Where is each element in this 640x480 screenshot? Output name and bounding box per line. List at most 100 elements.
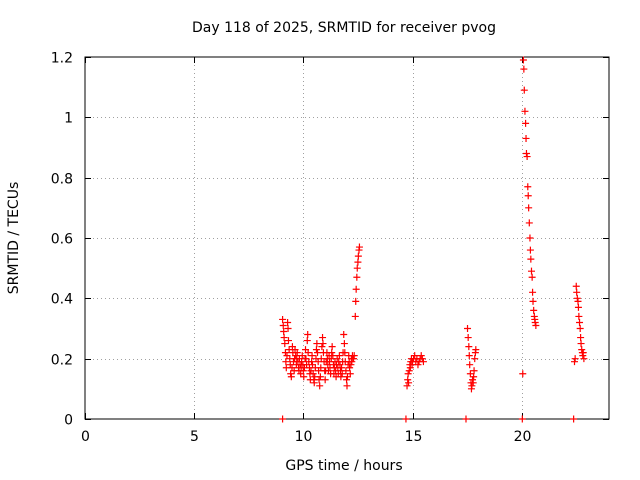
data-point bbox=[305, 364, 313, 372]
data-point-baseline bbox=[462, 415, 470, 423]
data-point bbox=[571, 355, 579, 363]
data-point bbox=[337, 373, 345, 381]
data-point-baseline bbox=[402, 415, 410, 423]
data-point bbox=[314, 349, 322, 357]
data-point bbox=[338, 364, 346, 372]
data-point bbox=[520, 86, 528, 94]
data-point bbox=[404, 370, 412, 378]
y-tick-label: 0.8 bbox=[51, 172, 73, 188]
data-point bbox=[414, 361, 422, 369]
data-point bbox=[532, 321, 540, 329]
data-point bbox=[526, 246, 534, 254]
data-point bbox=[575, 312, 583, 320]
data-point bbox=[328, 349, 336, 357]
data-point bbox=[314, 358, 322, 366]
data-point bbox=[279, 315, 287, 323]
data-point bbox=[519, 56, 527, 64]
data-point bbox=[304, 349, 312, 357]
data-point bbox=[470, 373, 478, 381]
data-point bbox=[471, 355, 479, 363]
data-point bbox=[574, 303, 582, 311]
data-point bbox=[469, 379, 477, 387]
data-point bbox=[579, 349, 587, 357]
data-point bbox=[528, 273, 536, 281]
data-point bbox=[327, 355, 335, 363]
data-point bbox=[522, 150, 530, 158]
y-tick-label: 0.2 bbox=[51, 353, 73, 369]
data-point bbox=[525, 204, 533, 212]
data-point bbox=[520, 65, 528, 73]
data-point bbox=[299, 367, 307, 375]
data-point bbox=[524, 183, 532, 191]
data-point bbox=[529, 297, 537, 305]
data-point bbox=[466, 370, 474, 378]
data-point bbox=[524, 192, 532, 200]
data-point bbox=[354, 258, 362, 266]
data-point bbox=[354, 252, 362, 260]
data-point bbox=[304, 331, 312, 339]
data-point bbox=[342, 367, 350, 375]
data-point bbox=[350, 352, 358, 360]
data-point bbox=[580, 355, 588, 363]
data-point bbox=[340, 340, 348, 348]
data-point bbox=[280, 328, 288, 336]
x-tick-label: 20 bbox=[514, 429, 532, 445]
data-point bbox=[419, 358, 427, 366]
data-point bbox=[465, 352, 473, 360]
y-tick-label: 0.4 bbox=[51, 292, 73, 308]
data-point bbox=[318, 343, 326, 351]
data-point bbox=[573, 294, 581, 302]
ticks: 0 0.2 0.4 0.6 0.8 1 1.2 0 5 10 15 20 bbox=[51, 51, 609, 445]
data-point bbox=[578, 346, 586, 354]
data-point bbox=[328, 343, 336, 351]
data-point bbox=[523, 153, 531, 161]
data-point bbox=[284, 318, 292, 326]
data-point bbox=[531, 318, 539, 326]
data-point bbox=[571, 358, 579, 366]
data-point bbox=[279, 321, 287, 329]
data-point bbox=[465, 343, 473, 351]
data-point bbox=[280, 334, 288, 342]
data-point bbox=[346, 364, 354, 372]
data-point bbox=[403, 382, 411, 390]
data-point bbox=[405, 367, 413, 375]
data-point bbox=[472, 346, 480, 354]
data-point bbox=[298, 358, 306, 366]
x-tick-label: 15 bbox=[405, 429, 423, 445]
data-point bbox=[343, 376, 351, 384]
data-point bbox=[287, 373, 295, 381]
data-point bbox=[309, 370, 317, 378]
chart-title: Day 118 of 2025, SRMTID for receiver pvo… bbox=[192, 20, 496, 36]
data-point bbox=[285, 346, 293, 354]
data-point bbox=[316, 382, 324, 390]
data-point bbox=[527, 267, 535, 275]
data-point bbox=[347, 361, 355, 369]
data-point-baseline bbox=[518, 415, 526, 423]
data-points bbox=[279, 56, 588, 423]
data-point bbox=[469, 376, 477, 384]
y-tick-label: 0 bbox=[64, 413, 73, 429]
data-point bbox=[352, 297, 360, 305]
data-point bbox=[351, 312, 359, 320]
data-point bbox=[341, 349, 349, 357]
data-point bbox=[300, 373, 308, 381]
data-point bbox=[417, 352, 425, 360]
data-point bbox=[522, 134, 530, 142]
data-point bbox=[303, 337, 311, 345]
y-tick-label: 0.6 bbox=[51, 232, 73, 248]
data-point bbox=[281, 349, 289, 357]
data-point bbox=[319, 334, 327, 342]
data-point bbox=[529, 288, 537, 296]
x-tick-label: 5 bbox=[190, 429, 199, 445]
data-point bbox=[470, 367, 478, 375]
data-point bbox=[530, 306, 538, 314]
data-point bbox=[418, 355, 426, 363]
data-point bbox=[572, 282, 580, 290]
data-point bbox=[576, 325, 584, 332]
data-point bbox=[577, 340, 585, 348]
data-point bbox=[355, 243, 363, 251]
y-tick-label: 1 bbox=[64, 111, 73, 127]
data-point bbox=[343, 382, 351, 390]
data-point bbox=[574, 297, 582, 305]
data-point bbox=[353, 273, 361, 281]
